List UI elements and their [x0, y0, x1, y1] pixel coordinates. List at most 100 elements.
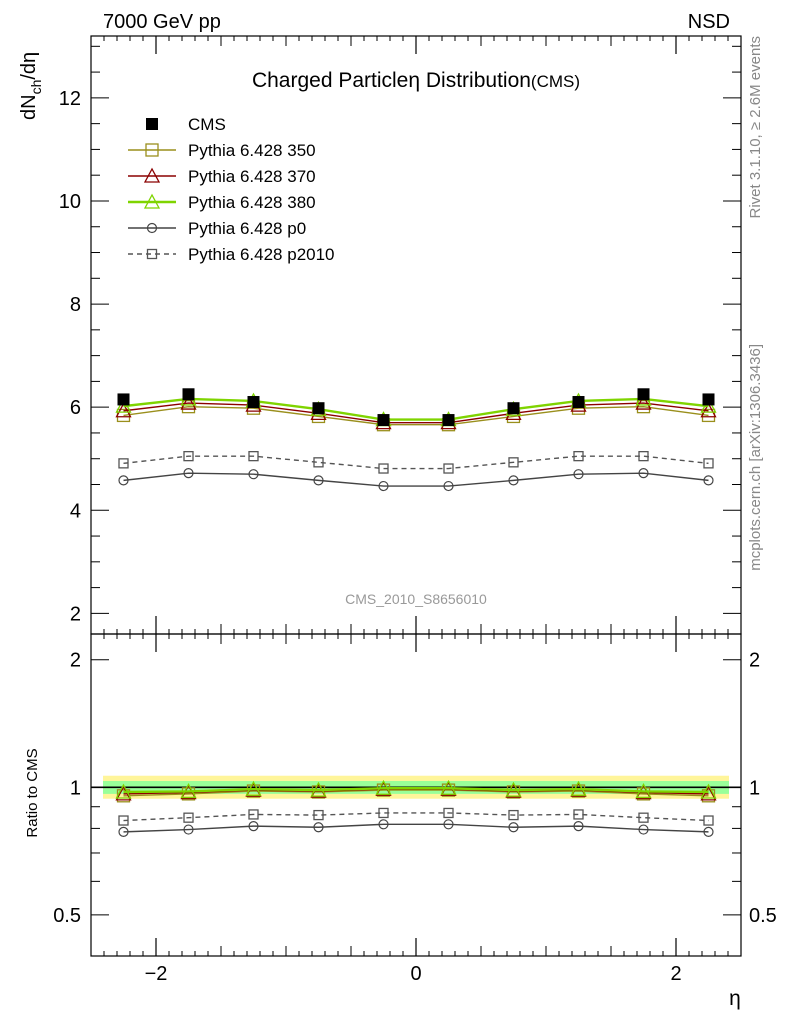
legend-marker-1	[145, 143, 159, 157]
y-axis-label-ratio: Ratio to CMS	[24, 748, 41, 837]
series-0-point-main	[182, 388, 195, 401]
series-4-line-main	[123, 472, 709, 487]
y-tick-label-ratio-left: 0.5	[53, 905, 81, 927]
legend: CMS Pythia 6.428 350 Pythia 6.428 370 Pythi…	[128, 115, 335, 264]
series-1-point-ratio	[246, 784, 261, 798]
series-5-point-ratio	[573, 809, 584, 820]
y-tick-label-ratio-left: 1	[70, 777, 81, 799]
chart-title: Charged Particleη Distribution(CMS)	[252, 69, 580, 92]
series-4-point-main	[573, 469, 584, 480]
series-1-point-ratio	[441, 783, 456, 797]
analysis-id: CMS_2010_S8656010	[345, 591, 487, 607]
series-4-point-main	[313, 475, 324, 486]
series-1-point-ratio	[311, 785, 326, 799]
series-4-point-ratio	[118, 826, 129, 837]
process-label: NSD	[688, 11, 730, 33]
x-tick-label: 0	[410, 963, 421, 985]
legend-label-4: Pythia 6.428 p0	[188, 219, 306, 238]
legend-marker-5	[146, 248, 158, 260]
series-4-point-ratio	[248, 821, 259, 832]
y-axis-label-main-tail: /dη	[18, 52, 40, 80]
series-1-point-ratio	[636, 787, 651, 801]
series-5-point-main	[703, 458, 714, 469]
series-2-line-main	[123, 402, 709, 424]
y-tick-label-ratio-right: 2	[749, 650, 760, 672]
series-4-point-ratio	[313, 822, 324, 833]
y-tick-label-main: 10	[59, 191, 81, 213]
legend-label-3: Pythia 6.428 380	[188, 193, 316, 212]
series-3-point-ratio	[375, 779, 392, 795]
series-3-point-ratio	[635, 783, 652, 799]
series-3-line-main	[123, 397, 709, 421]
side-label-rivet: Rivet 3.1.10, ≥ 2.6M events	[747, 36, 764, 219]
series-0-point-main	[247, 396, 260, 409]
y-tick-label-ratio-right: 1	[749, 777, 760, 799]
series-4-point-main	[183, 468, 194, 479]
y-axis-label-main-sub: ch	[28, 80, 44, 95]
y-tick-label-main: 6	[70, 397, 81, 419]
ratio-panel: −2 0 2 0.5 0.5 1 1 2 2	[53, 633, 777, 985]
series-5-point-ratio	[508, 809, 519, 821]
series-3-point-ratio	[180, 783, 197, 799]
series-1-point-ratio	[571, 784, 586, 798]
x-tick-label: 2	[670, 963, 681, 985]
series-4-line-ratio	[123, 823, 709, 833]
legend-label-5: Pythia 6.428 p2010	[188, 245, 335, 264]
side-label-mcplots: mcplots.cern.ch [arXiv:1306.3436]	[747, 344, 764, 571]
series-2-point-main	[700, 402, 717, 418]
y-tick-label-main: 2	[70, 603, 81, 625]
series-4-point-main	[118, 475, 129, 486]
series-1-line-main	[123, 405, 709, 426]
y-axis-label-main: dNch/dη	[18, 52, 44, 120]
series-1-line-ratio	[123, 789, 709, 797]
series-0-point-main	[507, 402, 520, 415]
series-5-line-ratio	[123, 812, 709, 822]
series-0-point-main	[312, 402, 325, 415]
legend-marker-4	[146, 222, 158, 234]
series-3-point-main	[700, 397, 717, 413]
series-5-point-ratio	[313, 809, 324, 821]
legend-marker-3	[143, 193, 161, 209]
series-4-point-ratio	[703, 826, 714, 837]
legend-label-1: Pythia 6.428 350	[188, 141, 316, 160]
series-4-point-ratio	[508, 822, 519, 833]
series-5-point-main	[248, 450, 259, 462]
x-axis-label: η	[729, 987, 741, 1010]
y-tick-label-ratio-left: 2	[70, 650, 81, 672]
series-2-point-main	[115, 402, 132, 418]
series-5-point-ratio	[248, 809, 259, 820]
legend-marker-0	[146, 118, 158, 130]
series-4-point-main	[508, 475, 519, 486]
ratio-frame	[90, 633, 742, 957]
y-tick-label-main: 4	[70, 500, 81, 522]
series-0-point-main	[572, 396, 585, 409]
series-4-point-ratio	[378, 819, 389, 830]
series-5-point-main	[443, 463, 454, 474]
series-5-point-main	[508, 457, 519, 468]
series-0-point-main	[702, 393, 715, 406]
series-3-point-main	[115, 397, 132, 413]
series-5-point-main	[313, 457, 324, 468]
chart-title-suffix: (CMS)	[531, 72, 580, 91]
series-4-point-ratio	[573, 821, 584, 832]
y-tick-label-main: 8	[70, 294, 81, 316]
series-5-point-main	[183, 450, 194, 462]
collision-label: 7000 GeV pp	[103, 11, 221, 33]
series-4-point-ratio	[638, 824, 649, 835]
series-4-point-main	[443, 480, 454, 492]
series-5-point-main	[638, 450, 649, 462]
series-1-point-ratio	[181, 787, 196, 801]
series-2-point-ratio	[115, 785, 132, 801]
y-tick-label-ratio-right: 0.5	[749, 905, 777, 927]
series-4-point-main	[638, 468, 649, 479]
series-5-point-ratio	[703, 815, 714, 826]
legend-label-2: Pythia 6.428 370	[188, 167, 316, 186]
series-0-point-main	[442, 414, 455, 427]
series-3-point-ratio	[245, 780, 262, 796]
series-4-point-main	[378, 480, 389, 492]
series-0-point-main	[637, 388, 650, 401]
series-5-point-ratio	[443, 807, 454, 819]
y-axis-label-main-base: dN	[18, 94, 40, 120]
x-tick-label: −2	[145, 963, 168, 985]
